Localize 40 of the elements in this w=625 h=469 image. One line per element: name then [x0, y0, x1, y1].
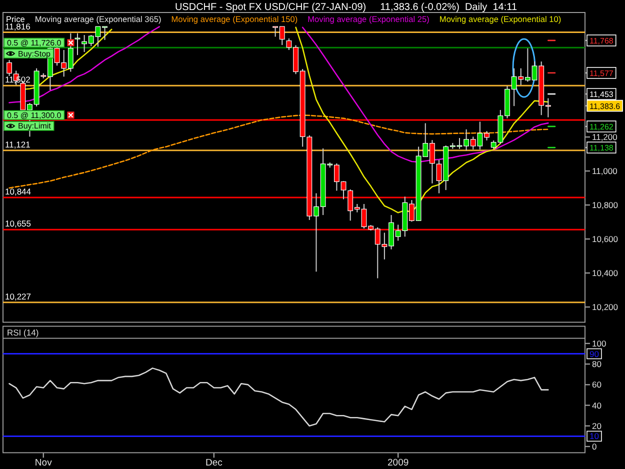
text: Moving average (Exponential 10): [439, 14, 562, 24]
y-tick-label: 11,262: [590, 122, 614, 132]
y-tick-label: 11,453: [590, 90, 614, 99]
y-tick-label: 10,600: [592, 234, 618, 244]
annotation: Buy:Limit: [18, 122, 52, 131]
y-tick-label: 100: [592, 338, 606, 348]
y-tick-label: 11,383.6: [590, 102, 621, 111]
y-tick-label: 0: [592, 442, 597, 452]
y-tick-label: 80: [592, 359, 602, 370]
y-tick-label: 11,768: [590, 36, 614, 46]
ref-line-label: 90: [590, 348, 600, 359]
text: Price: [6, 14, 26, 24]
ref-line-label: 10,655: [5, 218, 32, 229]
y-tick-label: 40: [592, 400, 602, 410]
text: Moving average (Exponential 150): [171, 14, 298, 24]
series-label: Moving average (Exponential 25): [308, 14, 430, 24]
ref-line-label: 10,227: [5, 291, 32, 302]
ref-line-label: 11,121: [5, 139, 31, 150]
annotation: 0.5 @ 11,300.0: [7, 110, 62, 120]
y-tick-label: 10,800: [592, 200, 618, 210]
x-tick-label: Nov: [34, 458, 52, 469]
chart-subtitle: 11,383.6 (-0.02%) Daily 14:11: [380, 2, 518, 13]
legend-label: Moving average (Exponential 365): [34, 14, 162, 24]
y-tick-label: 60: [592, 380, 602, 390]
y-tick-label: 11,577: [590, 68, 614, 78]
annotation: 0.5 @ 11,726.0: [7, 38, 62, 48]
y-tick-label: 10,400: [592, 268, 618, 278]
y-tick-label: 11,000: [592, 166, 618, 176]
y-tick-label: 10,200: [592, 302, 618, 312]
x-tick-label: 2009: [388, 458, 409, 469]
ref-line-label: 11,816: [5, 21, 31, 32]
annotation: Buy:Stop: [18, 49, 52, 58]
y-tick-label: 11,200: [592, 132, 618, 142]
ref-line-label: 10: [590, 431, 600, 442]
chart-title: USDCHF - Spot FX USD/CHF (27-JAN-09): [174, 2, 366, 13]
chart-title: RSI (14): [7, 327, 39, 338]
y-tick-label: 11,138: [590, 144, 614, 153]
ref-line-label: 10,844: [5, 186, 32, 197]
x-tick-label: Dec: [205, 458, 223, 469]
y-tick-label: 20: [592, 420, 602, 431]
